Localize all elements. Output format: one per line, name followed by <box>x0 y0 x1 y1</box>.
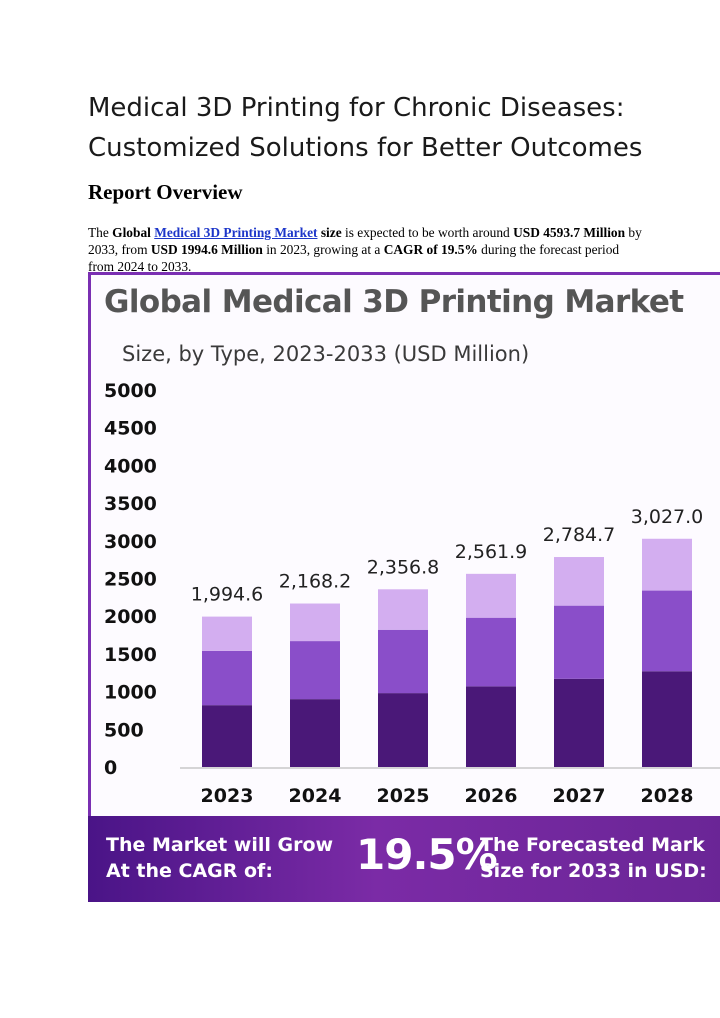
bar-total-label: 2,168.2 <box>279 571 352 593</box>
intro-bold-3: USD 4593.7 Million <box>513 225 626 240</box>
bar-segment <box>378 693 428 767</box>
x-tick-label: 2028 <box>641 785 694 807</box>
bar-segment <box>466 686 516 767</box>
bar-segment <box>290 699 340 767</box>
bar-segment <box>202 705 252 767</box>
bar-segment <box>202 616 252 651</box>
intro-bold-1: Global <box>112 225 155 240</box>
cagr-banner: The Market will Grow At the CAGR of: 19.… <box>88 816 720 902</box>
banner-left-line-2: At the CAGR of: <box>106 860 273 882</box>
bar-segment <box>202 650 252 706</box>
y-tick-label: 0 <box>104 757 117 779</box>
market-link[interactable]: Medical 3D Printing Market <box>154 225 318 240</box>
bar-total-label: 3,027.0 <box>631 506 704 528</box>
bar-total-label: 2,784.7 <box>543 524 616 546</box>
bar-segment <box>642 590 692 672</box>
bar-segment <box>642 538 692 591</box>
intro-text-2: is expected to be worth around <box>341 225 514 240</box>
x-tick-label: 2027 <box>553 785 606 807</box>
section-heading: Report Overview <box>88 180 243 204</box>
bar-segment <box>554 605 604 679</box>
bar-segment <box>466 617 516 687</box>
y-tick-label: 1000 <box>104 682 157 704</box>
intro-text-4: in 2023, growing at a <box>262 242 384 257</box>
banner-left-line-1: The Market will Grow <box>106 834 334 856</box>
page-title: Medical 3D Printing for Chronic Diseases… <box>88 88 688 168</box>
bar-segment <box>554 678 604 767</box>
page-title-line-2: Customized Solutions for Better Outcomes <box>88 133 643 163</box>
intro-bold-5: CAGR of 19.5% <box>383 242 478 257</box>
banner-right-line-2: Size for 2033 in USD: <box>480 860 707 882</box>
banner-cagr-rate: 19.5% <box>356 830 498 879</box>
bar-total-label: 1,994.6 <box>191 584 264 606</box>
banner-forecast-text: The Forecasted Mark Size for 2033 in USD… <box>480 832 720 884</box>
y-tick-label: 2500 <box>104 569 157 591</box>
intro-text-1: The <box>88 225 113 240</box>
x-tick-label: 2024 <box>289 785 342 807</box>
banner-right-line-1: The Forecasted Mark <box>480 834 705 856</box>
y-tick-label: 3500 <box>104 493 157 515</box>
intro-text-5: during the forecast period from 2024 to … <box>88 242 620 274</box>
y-tick-label: 5000 <box>104 380 157 402</box>
intro-text-3: by 2033, from <box>88 225 642 257</box>
intro-bold-2: size <box>317 225 342 240</box>
x-tick-label: 2025 <box>377 785 430 807</box>
bar-segment <box>554 557 604 606</box>
y-tick-label: 3000 <box>104 531 157 553</box>
y-tick-label: 4000 <box>104 455 157 477</box>
intro-paragraph: The Global Medical 3D Printing Market si… <box>88 224 648 275</box>
bar-segment <box>290 641 340 700</box>
y-tick-label: 500 <box>104 719 144 741</box>
bar-segment <box>378 629 428 694</box>
chart-plot: 5000450040003500300025002000150010005000… <box>104 380 720 807</box>
infographic-frame <box>88 272 720 902</box>
bar-segment <box>642 671 692 767</box>
bar-segment <box>378 589 428 630</box>
x-tick-label: 2023 <box>201 785 254 807</box>
y-tick-label: 1500 <box>104 644 157 666</box>
market-infographic: Global Medical 3D Printing Market Size, … <box>88 272 720 902</box>
banner-cagr-text: The Market will Grow At the CAGR of: <box>106 832 356 884</box>
bar-segment <box>290 603 340 642</box>
y-tick-label: 4500 <box>104 418 157 440</box>
y-tick-label: 2000 <box>104 606 157 628</box>
bar-total-label: 2,561.9 <box>455 541 528 563</box>
page-title-line-1: Medical 3D Printing for Chronic Diseases… <box>88 93 625 123</box>
intro-bold-4: USD 1994.6 Million <box>150 242 263 257</box>
bar-total-label: 2,356.8 <box>367 556 440 578</box>
bar-segment <box>466 573 516 618</box>
x-tick-label: 2026 <box>465 785 518 807</box>
chart-subtitle: Size, by Type, 2023-2033 (USD Million) <box>122 342 530 366</box>
chart-title: Global Medical 3D Printing Market <box>104 284 684 320</box>
